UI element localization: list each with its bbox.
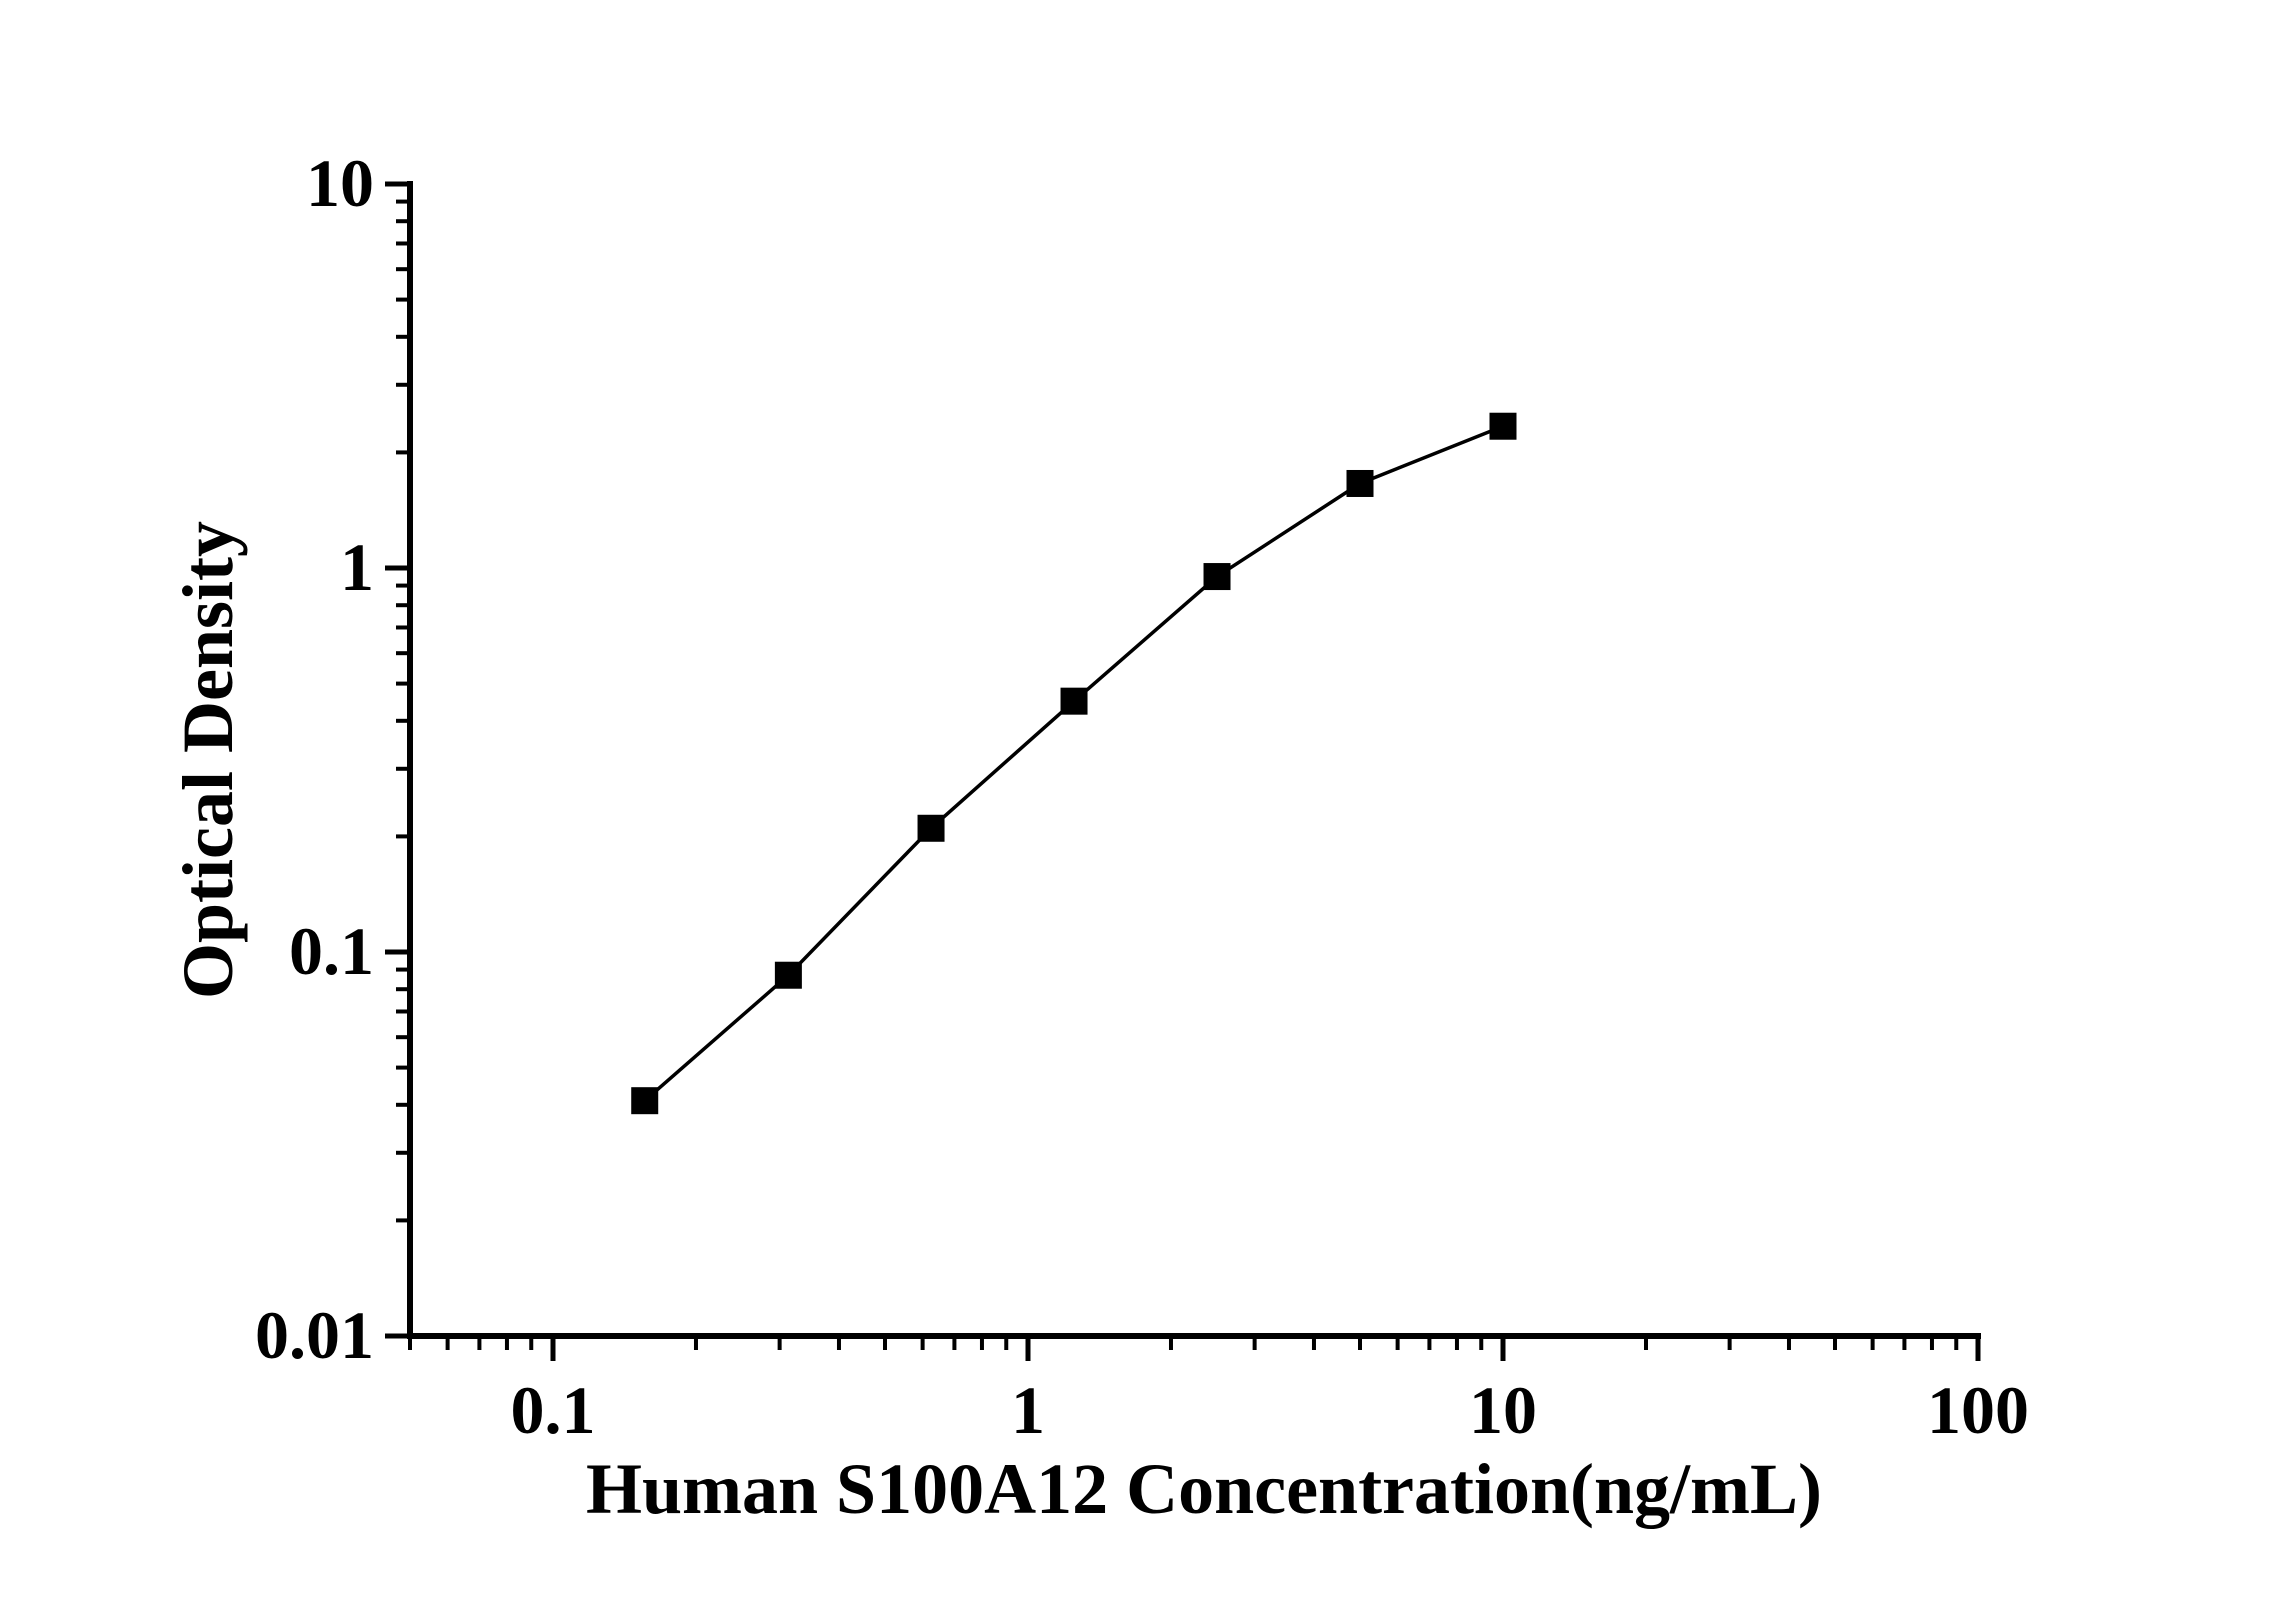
x-tick-label: 0.1	[510, 1372, 595, 1448]
data-point-marker	[1346, 469, 1374, 497]
axis-tick-labels: 0.01 0.1 1 10 0.1 1 10 100	[255, 145, 2029, 1448]
x-tick-label: 1	[1011, 1372, 1045, 1448]
data-point-marker	[631, 1087, 659, 1115]
data-point-marker	[774, 961, 802, 989]
data-series-layer	[631, 412, 1517, 1115]
y-tick-label: 0.01	[255, 1297, 374, 1373]
series-line	[643, 424, 1504, 1103]
y-tick-label: 10	[306, 145, 374, 221]
x-tick-label: 100	[1927, 1372, 2029, 1448]
y-tick-label: 1	[340, 529, 374, 605]
data-point-marker	[1203, 563, 1231, 591]
y-axis-title: Optical Density	[168, 521, 248, 999]
data-point-marker	[1489, 412, 1517, 440]
data-point-marker	[917, 814, 945, 842]
x-axis-title: Human S100A12 Concentration(ng/mL)	[586, 1449, 1822, 1529]
y-tick-label: 0.1	[289, 913, 374, 989]
axis-ticks	[385, 181, 1981, 1361]
axis-spines	[407, 181, 1981, 1339]
x-tick-label: 10	[1469, 1372, 1537, 1448]
data-point-marker	[1060, 687, 1088, 715]
